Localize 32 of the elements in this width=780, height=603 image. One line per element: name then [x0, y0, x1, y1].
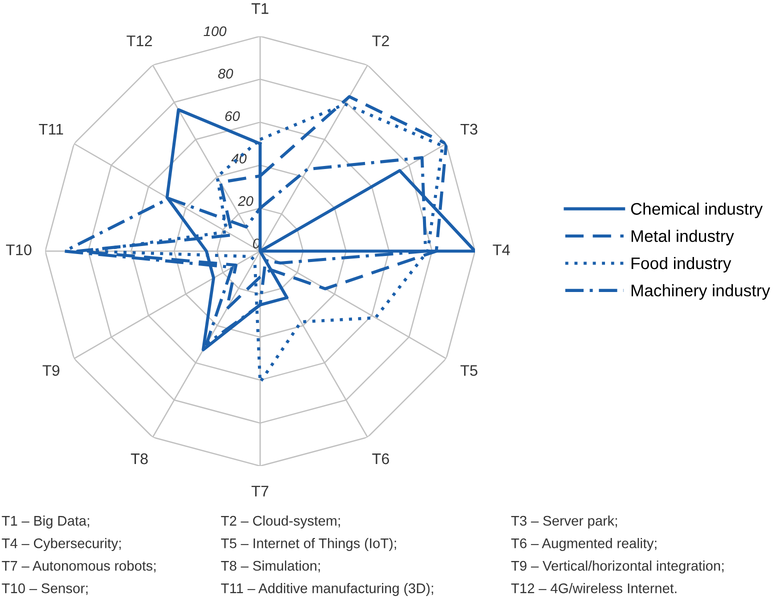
spoke-label: T10 — [6, 244, 32, 256]
y-tick-label: 100 — [204, 26, 226, 36]
spoke-label: T6 — [372, 453, 390, 464]
spoke-label: T3 — [460, 124, 478, 135]
text: T5 – Internet of Things (IoT); — [221, 538, 396, 551]
text: T3 – Server park; — [511, 516, 617, 528]
spoke-label: T11 — [38, 124, 64, 134]
legend-label: Machinery industry — [632, 284, 770, 300]
spoke-label: T4 — [492, 244, 510, 256]
spoke-label: T8 — [130, 453, 148, 464]
text: T11 – Additive manufacturing (3D); — [221, 583, 434, 596]
legend-label: Food industry — [632, 256, 732, 273]
spoke-label: T1 — [252, 3, 268, 14]
text: T1 – Big Data; — [2, 516, 90, 528]
y-tick-label: 20 — [238, 196, 254, 206]
text: T8 – Simulation; — [221, 560, 320, 572]
y-tick-label: 60 — [225, 111, 240, 122]
legend-label: Metal industry — [632, 230, 734, 246]
spoke-label: T7 — [252, 486, 268, 496]
text: T7 – Autonomous robots; — [2, 560, 156, 572]
spoke-label: T12 — [126, 35, 152, 46]
spoke-label: T9 — [42, 365, 60, 376]
y-tick-label: 80 — [218, 68, 234, 79]
text: T10 – Sensor; — [2, 583, 88, 595]
text: T6 – Augmented reality; — [511, 538, 656, 551]
legend-label: Chemical industry — [631, 202, 763, 218]
text: T2 – Cloud-system; — [221, 516, 340, 528]
spoke-label: T5 — [460, 365, 478, 376]
text: T4 – Cybersecurity; — [2, 538, 121, 551]
text: T9 – Vertical/horizontal integration; — [511, 560, 724, 574]
spoke-label: T2 — [372, 35, 389, 46]
text: T12 – 4G/wireless Internet. — [511, 583, 676, 594]
